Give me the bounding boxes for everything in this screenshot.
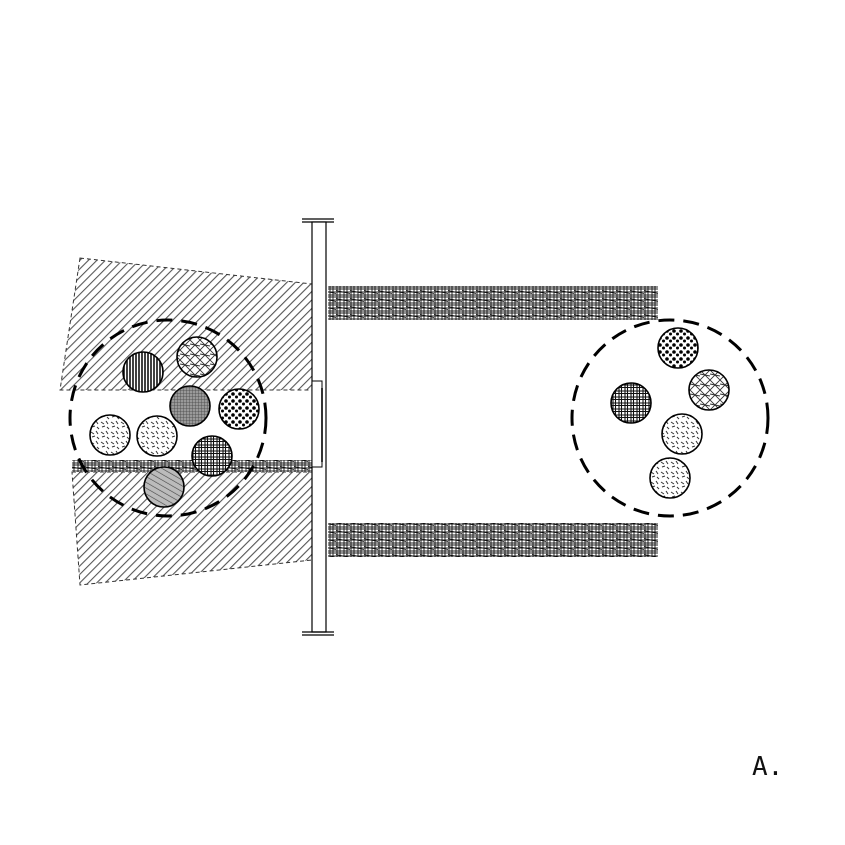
- right-particle-group: [610, 327, 730, 499]
- right-upper-textured-slab: [328, 286, 658, 320]
- diagonal-hatch-icon: [143, 466, 185, 508]
- panel-label: A.: [752, 752, 784, 782]
- right-lower-textured-slab: [328, 523, 658, 557]
- fine-grid-icon: [169, 385, 211, 427]
- plaid-icon: [610, 382, 652, 424]
- dots-icon: [218, 388, 260, 430]
- left-textured-slab: [72, 460, 312, 472]
- crisscross-icon: [176, 336, 218, 378]
- dashes-icon: [661, 413, 703, 455]
- crisscross-icon: [688, 369, 730, 411]
- dashes-icon: [136, 415, 178, 457]
- left-cluster-boundary: [68, 318, 268, 518]
- vertical-hatch-icon: [122, 351, 164, 393]
- left-particle-group: [89, 336, 260, 508]
- left-lower-hatched-wedge: [71, 471, 313, 586]
- dashes-icon: [89, 414, 131, 456]
- plaid-icon: [191, 435, 233, 477]
- vertical-membrane: [302, 218, 334, 636]
- dashes-icon: [649, 457, 691, 499]
- right-cluster-boundary: [570, 318, 770, 518]
- dots-icon: [657, 327, 699, 369]
